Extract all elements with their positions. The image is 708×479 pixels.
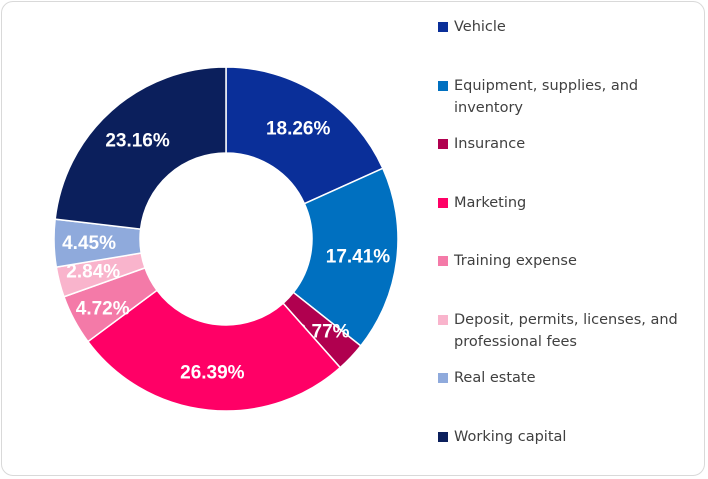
slice-data-label: 2.84% [66,261,120,282]
legend-swatch [438,256,448,266]
legend-swatch [438,197,448,208]
legend-swatch [438,139,448,149]
legend-label: Marketing [454,194,527,211]
legend-item: Vehicle [438,16,688,38]
legend-swatch [438,314,448,325]
legend-swatch [438,80,448,91]
slice-data-label: 18.26% [266,118,331,139]
legend-label: Insurance [454,136,526,152]
legend-label: Training expense [454,253,577,269]
legend-item: Deposit, permits, licenses, and professi… [438,309,688,353]
legend-item: Insurance [438,133,688,155]
legend-swatch [438,22,448,32]
slice-data-label: 26.39% [180,362,245,383]
donut-slice-1 [225,66,384,205]
legend-item: Working capital [438,426,688,448]
legend-label: Deposit, permits, licenses, and professi… [454,311,678,350]
slice-data-label: 4.45% [62,233,116,254]
legend-label: Real estate [454,370,536,386]
slice-data-label: 23.16% [105,131,170,152]
legend-item: Marketing [438,192,688,214]
legend-label: Vehicle [454,19,506,35]
legend-item: Real estate [438,367,688,389]
legend-swatch [438,373,448,383]
slice-data-label: 17.41% [326,246,391,267]
legend-label: Equipment, supplies, and inventory [454,77,639,116]
legend-swatch [438,431,448,442]
legend-item: Equipment, supplies, and inventory [438,75,688,119]
legend-label: Working capital [454,428,567,445]
slice-data-label: 4.72% [76,299,130,320]
donut-slice-4 [86,289,342,412]
donut-chart: 18.26%17.41%2.77%26.39%4.72%2.84%4.45%23… [53,66,399,412]
donut-slice-8 [54,66,227,230]
legend-item: Training expense [438,250,688,272]
donut-slice-2 [292,167,399,347]
